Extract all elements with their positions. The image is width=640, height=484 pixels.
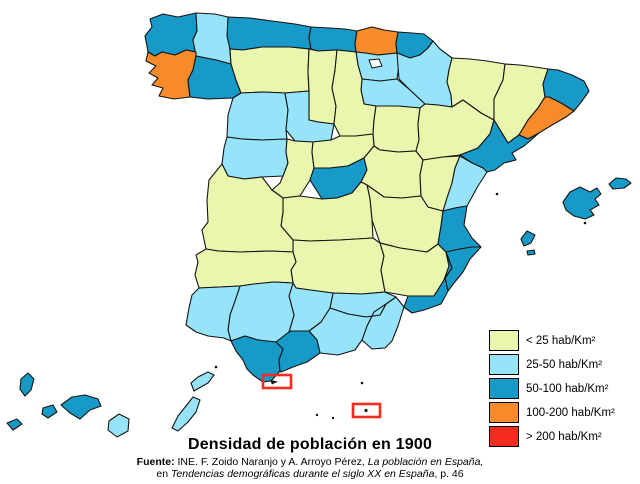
legend-row: 25-50 hab/Km² [489, 354, 615, 375]
provinces-mainland [144, 12, 590, 383]
ceuta-mark [270, 380, 278, 385]
enclave-trevino [368, 58, 383, 69]
province-zamora [226, 91, 289, 141]
islet-columbretes [495, 192, 499, 196]
island-la-palma [19, 372, 35, 397]
legend-label: > 200 hab/Km² [526, 430, 602, 443]
island-gran-canaria [107, 413, 130, 438]
islet-penon-2 [331, 416, 335, 420]
legend-row: < 25 hab/Km² [489, 330, 615, 351]
legend-swatch-d3 [489, 378, 519, 399]
islet-alboran [360, 381, 364, 385]
legend-label: < 25 hab/Km² [526, 334, 596, 347]
province-tarragona [459, 119, 540, 173]
island-menorca [608, 177, 632, 190]
legend-label: 25-50 hab/Km² [526, 358, 603, 371]
caption: Densidad de población en 1900 Fuente: IN… [40, 436, 580, 480]
legend: < 25 hab/Km² 25-50 hab/Km² 50-100 hab/Km… [489, 330, 615, 450]
province-leon [229, 46, 310, 94]
highlight-boxes [261, 373, 382, 419]
ceuta-highlight-box [261, 373, 293, 390]
islet-cabrera [583, 221, 587, 225]
legend-row: > 200 hab/Km² [489, 426, 615, 447]
legend-swatch-d5 [489, 426, 519, 447]
provinces-islands [6, 177, 632, 438]
province-girona [542, 68, 590, 112]
islet-penon-1 [315, 413, 319, 417]
legend-swatch-d2 [489, 354, 519, 375]
province-salamanca [221, 136, 289, 180]
province-cantabria [308, 26, 358, 53]
island-lanzarote [190, 371, 215, 392]
province-huelva [185, 285, 241, 342]
legend-swatch-d4 [489, 402, 519, 423]
island-la-gomera [41, 404, 58, 419]
legend-swatch-d1 [489, 330, 519, 351]
island-formentera [526, 249, 536, 256]
island-el-hierro [6, 418, 23, 431]
legend-label: 100-200 hab/Km² [526, 406, 615, 419]
legend-row: 100-200 hab/Km² [489, 402, 615, 423]
province-soria [372, 105, 421, 153]
province-murcia [403, 251, 453, 314]
islets [214, 192, 587, 420]
map-title: Densidad de población en 1900 [187, 436, 433, 453]
legend-row: 50-100 hab/Km² [489, 378, 615, 399]
province-ciudad-real [290, 237, 386, 295]
melilla-mark [364, 408, 368, 413]
island-ibiza [520, 230, 536, 247]
legend-label: 50-100 hab/Km² [526, 382, 609, 395]
island-fuerteventura [171, 396, 201, 432]
province-malaga [275, 330, 321, 373]
province-vizcaya [354, 26, 399, 56]
island-mallorca [562, 186, 602, 220]
source-line-2: en Tendencias demográficas durante el si… [156, 467, 464, 480]
province-a-coruna [144, 12, 198, 57]
islet-la-graciosa [214, 365, 218, 369]
province-valencia [437, 205, 482, 253]
province-barcelona [518, 96, 575, 140]
melilla-highlight-box [351, 402, 382, 419]
source-note: Fuente: INE. F. Zoido Naranjo y A. Arroy… [40, 456, 580, 480]
province-asturias [226, 16, 312, 51]
source-line-1: Fuente: INE. F. Zoido Naranjo y A. Arroy… [136, 456, 484, 468]
province-pontevedra [145, 49, 197, 100]
island-tenerife [60, 394, 102, 420]
